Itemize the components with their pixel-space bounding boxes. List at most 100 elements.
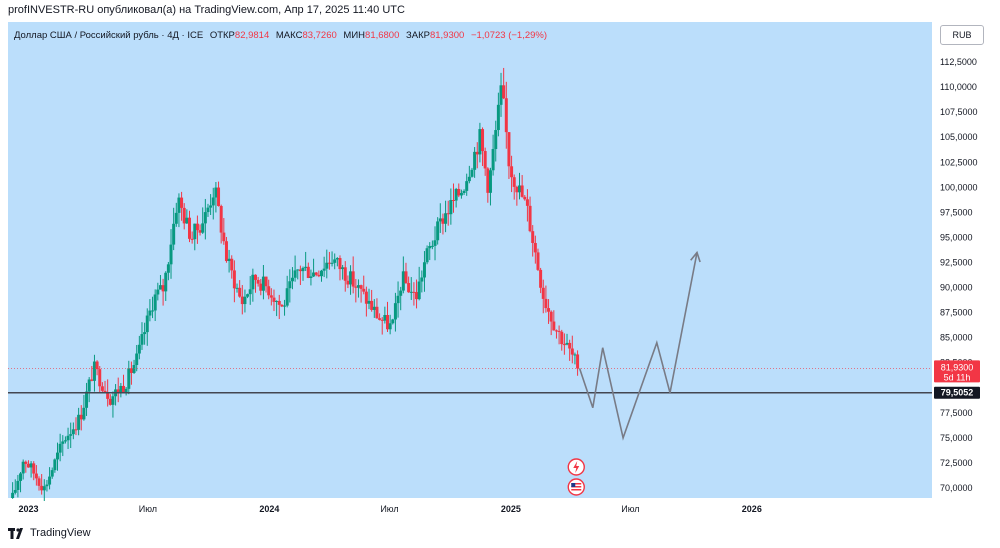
candle-body	[85, 391, 89, 408]
candle-body	[417, 281, 421, 300]
candle-body	[111, 396, 115, 405]
candle-body	[367, 300, 371, 304]
candle-body	[24, 461, 28, 464]
time-axis-label: 2026	[742, 504, 762, 514]
price-axis-label: 100,0000	[940, 182, 978, 192]
legend-close-label: ЗАКР	[406, 30, 430, 41]
candle-body	[341, 267, 345, 270]
candle-body	[462, 190, 466, 193]
legend-low-value: 81,6800	[365, 30, 400, 41]
legend-change: −1,0723 (−1,29%)	[470, 30, 548, 41]
candle-body	[275, 300, 279, 302]
time-axis-label: 2023	[18, 504, 38, 514]
tradingview-logo[interactable]: TradingView	[8, 527, 91, 539]
candle-body	[436, 221, 440, 241]
candle-body	[523, 196, 527, 200]
candle-body	[45, 484, 49, 487]
candle-body	[499, 85, 503, 105]
legend-low-label: МИН	[343, 30, 366, 41]
candle-body	[283, 305, 287, 307]
candle-body	[21, 461, 25, 474]
candle-body	[438, 218, 442, 222]
chart-svg[interactable]: 115,0000112,5000110,0000107,5000105,0000…	[8, 22, 996, 518]
candle-body	[470, 169, 474, 177]
candle-body	[82, 407, 86, 420]
legend-close-value: 81,9300	[429, 30, 465, 41]
candle-body	[415, 292, 419, 300]
candle-body	[156, 289, 160, 295]
candle-body	[362, 288, 366, 292]
price-axis-label: 70,0000	[940, 483, 973, 493]
candle-body	[356, 285, 360, 288]
candle-body	[539, 269, 543, 288]
candle-body	[211, 197, 215, 206]
candle-body	[322, 268, 326, 271]
candle-body	[375, 306, 379, 319]
tradingview-logo-icon	[8, 527, 23, 539]
candle-body	[195, 223, 199, 231]
candle-body	[446, 213, 450, 215]
candle-body	[280, 304, 284, 307]
candle-body	[396, 295, 400, 304]
candle-body	[145, 315, 149, 333]
candle-body	[386, 314, 389, 330]
chart-frame[interactable]: 115,0000112,5000110,0000107,5000105,0000…	[8, 22, 996, 518]
candle-body	[370, 300, 374, 310]
candle-body	[264, 276, 268, 287]
flash-bolt	[573, 461, 580, 473]
candle-body	[42, 486, 46, 491]
candle-body	[19, 473, 23, 481]
time-axis-panel	[8, 498, 932, 518]
candle-body	[325, 262, 329, 269]
candle-body	[351, 271, 355, 287]
time-axis-layer: 2023 Июл 2024 Июл 2025 Июл 2026	[18, 504, 761, 514]
candle-body	[61, 441, 65, 444]
candle-body	[240, 296, 244, 305]
candle-body	[116, 389, 120, 394]
candle-body	[190, 238, 194, 240]
candle-body	[206, 207, 210, 213]
candle-body	[98, 369, 102, 387]
candle-body	[449, 199, 453, 215]
candle-body	[301, 267, 305, 272]
last-price-tag-value: 81,9300	[941, 362, 974, 372]
candle-body	[510, 166, 514, 178]
legend-high-value: 83,7260	[302, 30, 337, 41]
event-icons[interactable]	[567, 458, 585, 496]
candle-body	[151, 310, 155, 312]
currency-button[interactable]: RUB	[940, 25, 984, 45]
candle-body	[364, 291, 368, 304]
candle-body	[261, 276, 265, 291]
candle-body	[562, 344, 566, 346]
candle-body	[209, 205, 213, 208]
price-axis-label: 95,0000	[940, 232, 973, 242]
candle-body	[314, 272, 318, 275]
candle-body	[166, 264, 170, 273]
plot-background	[8, 22, 932, 498]
candle-body	[378, 318, 382, 320]
candle-body	[520, 185, 524, 197]
candle-body	[182, 207, 186, 224]
price-axis-label: 77,5000	[940, 408, 973, 418]
candle-body	[486, 168, 490, 193]
candles-layer	[11, 67, 580, 501]
candle-body	[140, 334, 144, 345]
candle-body	[433, 240, 437, 246]
candle-body	[407, 282, 411, 293]
candle-body	[254, 274, 257, 280]
candle-body	[238, 287, 242, 297]
candle-body	[285, 288, 289, 306]
price-axis-label: 107,5000	[940, 107, 978, 117]
candle-body	[312, 272, 316, 277]
candle-body	[230, 258, 234, 271]
last-price-tag	[934, 360, 980, 383]
candle-body	[74, 429, 78, 431]
candle-body	[77, 414, 81, 430]
price-axis-label: 110,0000	[940, 82, 977, 92]
candle-body	[129, 368, 133, 373]
candle-body	[288, 281, 292, 289]
candle-body	[467, 176, 471, 182]
us-flag-stripe	[571, 486, 582, 488]
candle-body	[69, 434, 73, 436]
last-price-tag-countdown: 5d 11h	[944, 372, 971, 382]
